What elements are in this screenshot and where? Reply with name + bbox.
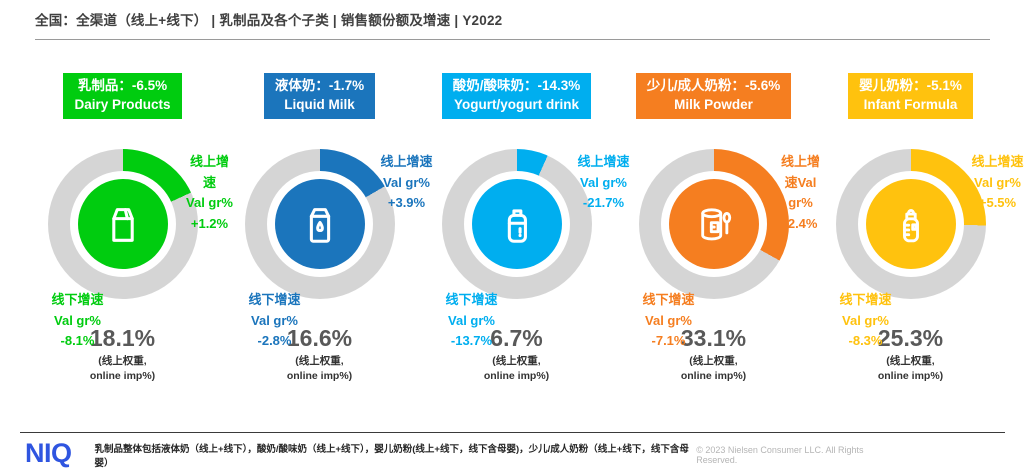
online-share-value: 25.3%: [877, 324, 944, 351]
yogurt-bottle-icon: [507, 209, 527, 243]
online-share-value: 6.7%: [490, 324, 543, 351]
online-share-value: 16.6%: [286, 324, 353, 351]
offline-growth-label: 线下增速 Val gr% -13.7%: [445, 291, 498, 349]
online-share-value: 33.1%: [680, 324, 747, 351]
category-header: 婴儿奶粉：-5.1% Infant Formula: [848, 73, 973, 119]
liquid-milk-pack-icon: [309, 207, 330, 243]
category-header: 酸奶/酸味奶：-14.3% Yogurt/yogurt drink: [441, 73, 592, 119]
category-column-milk-powder: 少儿/成人奶粉：-5.6% Milk Powder 线上增 速Val gr% -…: [615, 73, 820, 384]
online-growth-label: 线上增 速Val gr% -2.4%: [780, 153, 820, 232]
online-share-note: (线上权重, online imp%): [286, 354, 353, 382]
category-column-dairy: 乳制品：-6.5% Dairy Products 线上增 速 Val gr% +…: [24, 73, 233, 384]
donut-core: [77, 178, 168, 269]
donut-core: [274, 178, 365, 269]
copyright-text: © 2023 Nielsen Consumer LLC. All Rights …: [696, 445, 864, 465]
online-share-note: (线上权重, online imp%): [877, 354, 944, 382]
milk-carton-icon: [111, 207, 134, 242]
category-header: 少儿/成人奶粉：-5.6% Milk Powder: [635, 73, 792, 119]
page-title: 全国：全渠道（线上+线下） | 乳制品及各个子类 | 销售额份额及增速 | Y2…: [35, 9, 990, 40]
online-share-note: (线上权重, online imp%): [483, 354, 550, 382]
niq-logo: NIQ: [25, 438, 72, 468]
offline-growth-label: 线下增速 Val gr% -7.1%: [642, 291, 695, 349]
category-column-infant-formula: 婴儿奶粉：-5.1% Infant Formula 线上增速 Val g: [812, 73, 1024, 384]
donut-chart-liquid-milk: 线上增速 Val gr% +3.9% 线下增速 Val gr% -2.8%: [244, 148, 433, 348]
donut-core: [471, 178, 562, 269]
online-growth-label: 线上增 速 Val gr% +1.2%: [186, 153, 233, 232]
category-header: 液体奶：-1.7% Liquid Milk: [263, 73, 376, 119]
baby-bottle-icon: [902, 208, 919, 243]
category-column-liquid-milk: 液体奶：-1.7% Liquid Milk 线上增速 Val gr% +3.9%…: [221, 73, 433, 384]
online-share-note: (线上权重, online imp%): [680, 354, 747, 382]
offline-growth-label: 线下增速 Val gr% -2.8%: [248, 291, 301, 349]
donut-chart-yogurt: 线上增速 Val gr% -21.7% 线下增速 Val gr% -13.7%: [441, 148, 630, 348]
category-column-yogurt: 酸奶/酸味奶：-14.3% Yogurt/yogurt drink 线上增速 V…: [418, 73, 630, 384]
offline-growth-label: 线下增速 Val gr% -8.3%: [839, 291, 892, 349]
online-growth-label: 线上增速 Val gr% +5.5%: [971, 153, 1024, 211]
online-share-value: 18.1%: [89, 324, 156, 351]
donut-chart-milk-powder: 线上增 速Val gr% -2.4% 线下增速 Val gr% -7.1%: [638, 148, 820, 348]
footnote-text: 乳制品整体包括液体奶（线上+线下），酸奶/酸味奶（线上+线下），婴儿奶粉(线上+…: [94, 444, 689, 469]
category-header: 乳制品：-6.5% Dairy Products: [63, 73, 182, 119]
offline-growth-label: 线下增速 Val gr% -8.1%: [51, 291, 104, 349]
donut-core: [668, 178, 759, 269]
online-share-note: (线上权重, online imp%): [89, 354, 156, 382]
donut-columns: 乳制品：-6.5% Dairy Products 线上增 速 Val gr% +…: [24, 73, 1024, 384]
online-growth-label: 线上增速 Val gr% -21.7%: [577, 153, 630, 211]
footer: NIQ 乳制品整体包括液体奶（线上+线下），酸奶/酸味奶（线上+线下），婴儿奶粉…: [25, 436, 1005, 470]
donut-chart-dairy: 线上增 速 Val gr% +1.2% 线下增速 Val gr% -8.1%: [47, 148, 233, 348]
footer-divider: [20, 432, 1005, 433]
donut-core: [865, 178, 956, 269]
online-growth-label: 线上增速 Val gr% +3.9%: [380, 153, 433, 211]
donut-chart-infant-formula: 线上增速 Val gr% +5.5% 线下增速 Val gr% -8.3%: [835, 148, 1024, 348]
milk-powder-can-icon: [700, 208, 731, 241]
